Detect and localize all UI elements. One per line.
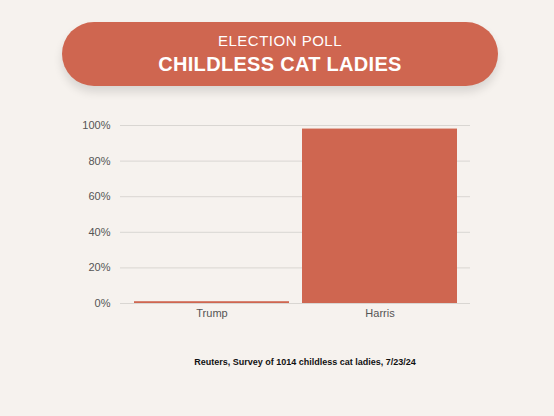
svg-text:60%: 60% bbox=[88, 190, 110, 202]
svg-text:100%: 100% bbox=[82, 119, 110, 131]
html-text:ELECTION POLL: ELECTION POLL bbox=[218, 32, 342, 49]
html-text:CHILDLESS CAT LADIES: CHILDLESS CAT LADIES bbox=[158, 53, 402, 75]
svg-text:80%: 80% bbox=[88, 155, 110, 167]
svg-text:Harris: Harris bbox=[365, 307, 395, 319]
svg-text:Trump: Trump bbox=[196, 307, 227, 319]
svg-text:20%: 20% bbox=[88, 261, 110, 273]
html-text:Reuters, Survey of 1014 childl: Reuters, Survey of 1014 childless cat la… bbox=[194, 357, 416, 367]
svg-text:40%: 40% bbox=[88, 226, 110, 238]
svg-text:0%: 0% bbox=[95, 297, 111, 309]
